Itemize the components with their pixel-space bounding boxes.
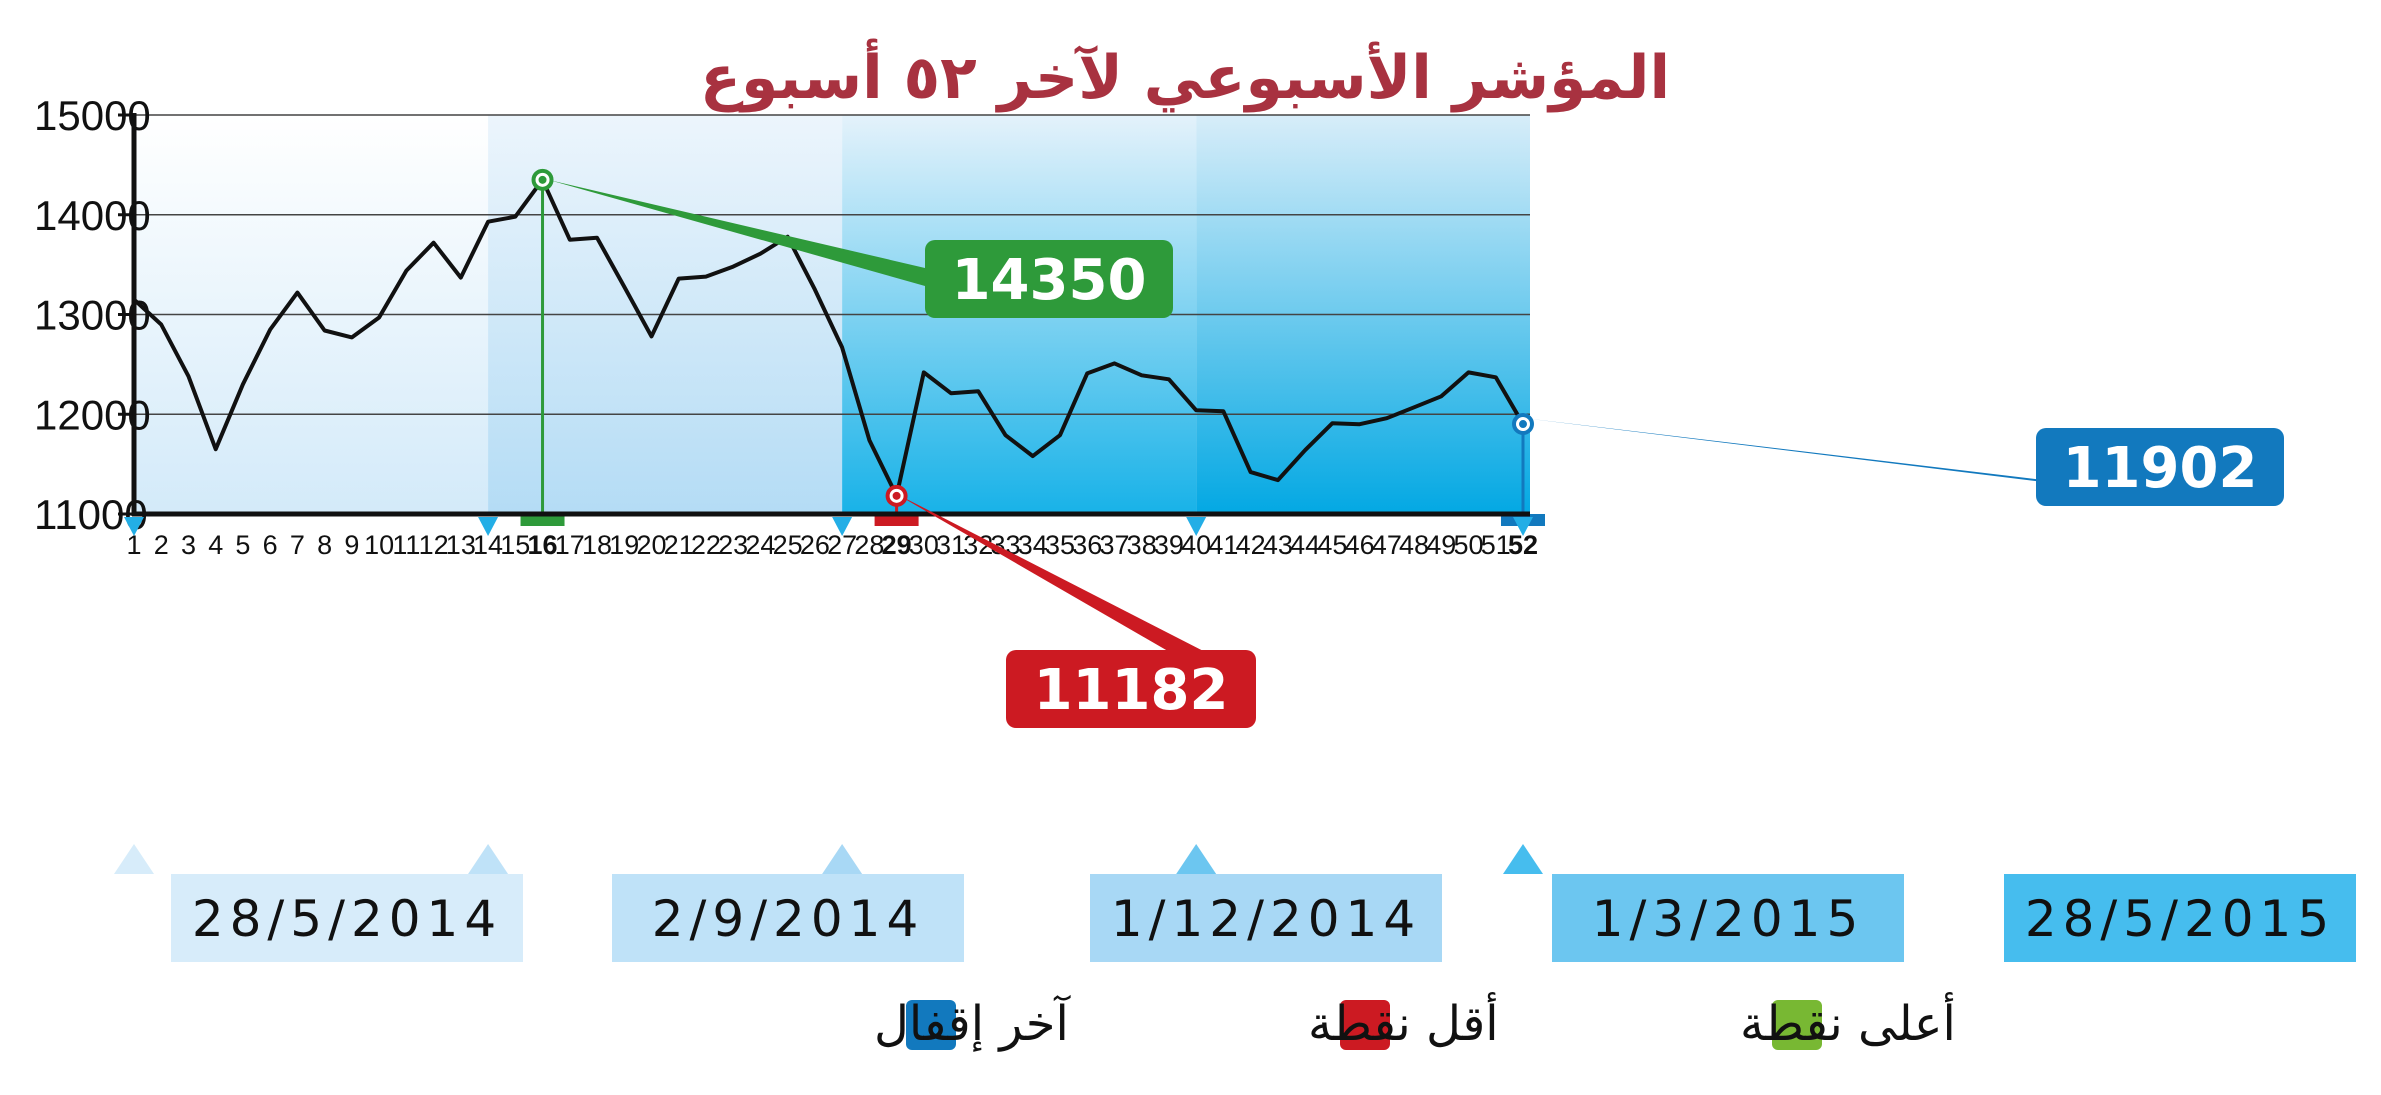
last-point-dot <box>1519 420 1527 429</box>
x-tick-label: 31 <box>936 530 966 560</box>
date-label: 1/3/2015 <box>1592 890 1865 948</box>
x-tick-label: 36 <box>1072 530 1102 560</box>
legend-swatch <box>1772 1000 1822 1050</box>
date-pointer <box>1503 844 1543 874</box>
x-tick-label: 8 <box>317 530 332 560</box>
annotation-lines <box>520 179 1545 526</box>
x-tick-label: 18 <box>582 530 612 560</box>
date-box <box>2004 874 2356 962</box>
x-tick-label: 45 <box>1317 530 1347 560</box>
x-tick-label: 37 <box>1099 530 1129 560</box>
date-label: 28/5/2015 <box>2025 890 2335 948</box>
legend: أعلى نقطة أقل نقطة آخر إقفال <box>874 992 1956 1052</box>
date-label: 28/5/2014 <box>192 890 502 948</box>
series-line <box>132 177 1525 498</box>
date-label: 2/9/2014 <box>652 890 925 948</box>
x-tick-label: 38 <box>1127 530 1157 560</box>
min-callout-value: 11182 <box>1034 658 1229 723</box>
date-marker-triangle <box>1513 517 1533 536</box>
x-tick-label: 26 <box>800 530 830 560</box>
x-tick-label: 23 <box>718 530 748 560</box>
max-callout-tail <box>548 179 925 286</box>
date-box <box>171 874 523 962</box>
x-tick-label: 4 <box>208 530 223 560</box>
max-callout-value: 14350 <box>952 248 1147 313</box>
date-marker-triangle <box>832 517 853 536</box>
x-tick-label: 20 <box>636 530 666 560</box>
x-tick-label: 50 <box>1454 530 1484 560</box>
y-tick-label: 11000 <box>34 491 148 538</box>
value-callouts: 14350 11182 11902 <box>531 168 2284 728</box>
x-tick-label: 21 <box>664 530 694 560</box>
x-tick-label: 29 <box>882 530 912 560</box>
x-tick-label: 17 <box>555 530 585 560</box>
x-tick-label: 5 <box>235 530 250 560</box>
x-tick-label: 47 <box>1372 530 1402 560</box>
date-pointer <box>468 844 509 874</box>
date-box <box>1552 874 1904 962</box>
max-point-dot <box>538 175 547 184</box>
x-tick-label: 42 <box>1236 530 1266 560</box>
x-tick-label: 34 <box>1018 530 1048 560</box>
x-tick-label: 41 <box>1208 530 1238 560</box>
x-tick-label: 44 <box>1290 530 1320 560</box>
y-tick-label: 14000 <box>34 192 151 239</box>
legend-swatch <box>1340 1000 1390 1050</box>
x-tick-label: 39 <box>1154 530 1184 560</box>
x-tick-label: 49 <box>1426 530 1456 560</box>
x-tick-label: 28 <box>854 530 884 560</box>
x-tick-label: 48 <box>1399 530 1429 560</box>
x-tick-label: 46 <box>1345 530 1375 560</box>
x-tick-label: 24 <box>745 530 775 560</box>
last-callout-box <box>2036 428 2284 506</box>
min-callout-box <box>1006 650 1256 728</box>
x-tick-label: 12 <box>419 530 449 560</box>
legend-swatch <box>906 1000 956 1050</box>
min-axis-marker <box>874 514 919 526</box>
x-tick-label: 22 <box>691 530 721 560</box>
x-tick-label: 16 <box>528 530 558 560</box>
x-tick-label: 25 <box>773 530 803 560</box>
date-marker-triangle <box>478 517 499 536</box>
x-tick-label: 9 <box>344 530 359 560</box>
x-tick-label: 11 <box>392 530 420 560</box>
last-callout-value: 11902 <box>2063 436 2258 501</box>
x-tick-label: 13 <box>446 530 476 560</box>
x-tick-label: 2 <box>154 530 169 560</box>
x-tick-labels: 1 2 3 4 5 6 7 8 9 1011121314151617181920212223242… <box>126 530 1538 560</box>
y-tick-labels: 15000 14000 13000 12000 11000 <box>34 92 151 538</box>
date-markers: 28/5/2014 2/9/2014 1/12/2014 1/3/2015 28/5/2… <box>114 517 2356 962</box>
x-tick-label: 1 <box>126 530 141 560</box>
legend-label: أقل نقطة <box>1308 992 1499 1052</box>
min-callout-tail <box>892 491 1256 702</box>
date-pointer <box>1176 844 1217 874</box>
y-tick-label: 15000 <box>34 92 151 139</box>
x-tick-label: 3 <box>181 530 196 560</box>
x-tick-label: 19 <box>609 530 639 560</box>
date-pointer <box>822 844 863 874</box>
min-point-dot <box>892 491 901 500</box>
x-tick-label: 43 <box>1263 530 1293 560</box>
date-box <box>1090 874 1442 962</box>
x-tick-label: 35 <box>1045 530 1075 560</box>
chart-title: المؤشر الأسبوعي لآخر ٥٢ أسبوع <box>700 38 1670 113</box>
x-tick-label: 51 <box>1481 530 1511 560</box>
legend-label: أعلى نقطة <box>1740 992 1956 1052</box>
date-marker-triangle <box>1186 517 1207 536</box>
x-tick-label: 6 <box>263 530 278 560</box>
max-axis-marker <box>520 514 565 526</box>
y-tick-label: 12000 <box>34 391 151 438</box>
date-pointer <box>114 844 154 874</box>
x-tick-label: 15 <box>500 530 530 560</box>
x-tick-label: 10 <box>364 530 394 560</box>
y-tick-label: 13000 <box>34 292 151 339</box>
max-callout-box <box>925 240 1173 318</box>
legend-label: آخر إقفال <box>874 994 1071 1052</box>
x-tick-label: 7 <box>290 530 305 560</box>
date-marker-triangle <box>124 517 144 536</box>
x-tick-label: 30 <box>909 530 939 560</box>
date-box <box>612 874 964 962</box>
date-label: 1/12/2014 <box>1111 890 1421 948</box>
